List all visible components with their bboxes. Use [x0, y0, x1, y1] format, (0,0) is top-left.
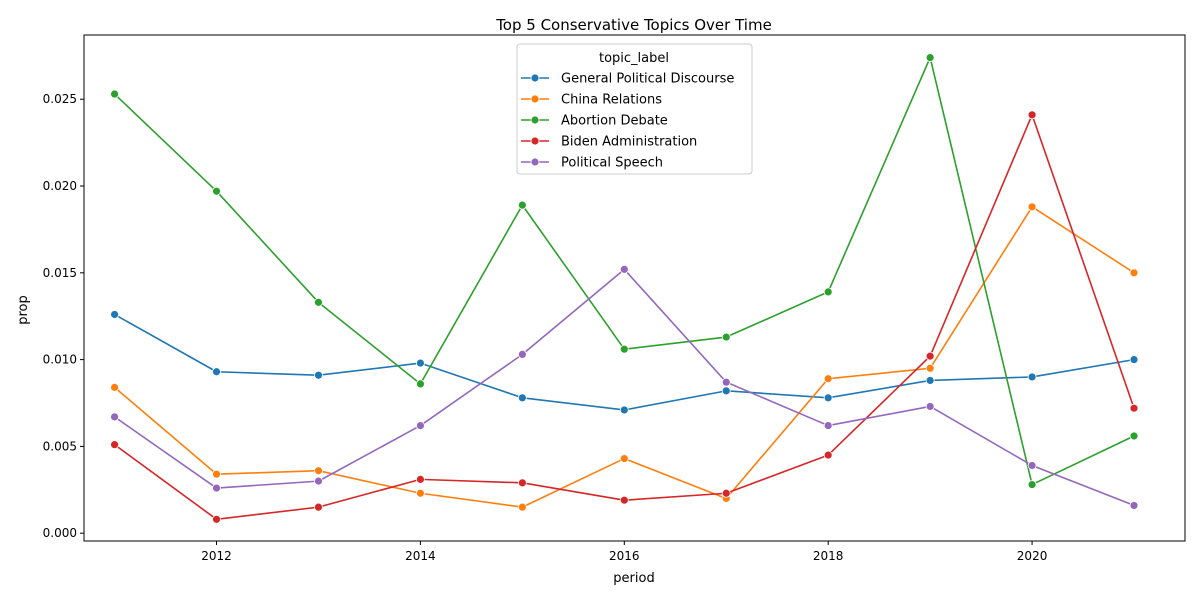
- data-point: [212, 186, 221, 196]
- legend-box: [516, 43, 753, 175]
- legend-marker: [530, 73, 540, 83]
- series-0: [110, 310, 1139, 415]
- data-point: [517, 502, 527, 512]
- data-point: [1027, 110, 1037, 120]
- data-point: [110, 310, 119, 319]
- data-point: [823, 287, 833, 297]
- data-point: [619, 264, 629, 274]
- data-point: [925, 402, 935, 411]
- data-point: [212, 483, 221, 493]
- legend-entry: Political Speech: [521, 156, 663, 171]
- legend-marker: [530, 94, 540, 104]
- y-axis-ticks: 0.000 0.005 0.010 0.015 0.020 0.025: [43, 92, 84, 540]
- data-point: [721, 377, 731, 387]
- data-point: [314, 297, 323, 307]
- data-point: [314, 370, 323, 380]
- data-point: [619, 405, 629, 415]
- legend-label: China Relations: [561, 93, 662, 108]
- legend-marker: [530, 115, 540, 125]
- x-tick-label: 2016: [609, 549, 640, 563]
- legend-entry: Biden Administration: [521, 135, 697, 150]
- legend-marker: [530, 136, 540, 146]
- data-point: [721, 488, 731, 498]
- data-point: [110, 89, 119, 99]
- data-point: [517, 200, 527, 210]
- data-point: [1129, 268, 1139, 278]
- x-axis-ticks: 2012 2014 2016 2018 2020: [201, 541, 1047, 563]
- data-point: [823, 393, 833, 403]
- legend-label: General Political Discourse: [561, 72, 734, 87]
- data-point: [1027, 202, 1037, 212]
- data-point: [314, 466, 323, 476]
- series-layer: [110, 53, 1139, 524]
- x-tick-label: 2018: [813, 549, 844, 563]
- y-tick-label: 0.010: [43, 353, 77, 367]
- data-point: [314, 502, 323, 512]
- x-tick-label: 2014: [405, 549, 436, 563]
- data-point: [416, 474, 425, 484]
- data-point: [823, 421, 833, 430]
- data-point: [212, 514, 221, 524]
- data-point: [721, 386, 731, 396]
- legend-entries: General Political Discourse China Relatio…: [521, 72, 734, 171]
- series-1: [110, 202, 1139, 512]
- legend: topic_label General Political Discourse C…: [516, 43, 753, 175]
- data-point: [925, 363, 935, 373]
- y-tick-label: 0.015: [43, 266, 77, 280]
- data-point: [925, 53, 935, 62]
- data-point: [212, 367, 221, 377]
- data-point: [1027, 480, 1037, 489]
- data-point: [212, 469, 221, 479]
- y-tick-label: 0.005: [43, 439, 77, 453]
- legend-label: Political Speech: [561, 156, 663, 171]
- data-point: [416, 379, 425, 389]
- data-point: [517, 393, 527, 403]
- series-line: [114, 313, 1135, 411]
- data-point: [823, 450, 833, 460]
- series-3: [110, 110, 1139, 524]
- data-point: [110, 440, 119, 450]
- x-tick-label: 2020: [1017, 549, 1048, 563]
- data-point: [925, 351, 935, 361]
- data-point: [1129, 431, 1139, 441]
- data-point: [416, 358, 425, 368]
- data-point: [110, 382, 119, 392]
- plot-frame: [83, 34, 1186, 542]
- data-point: [416, 421, 425, 430]
- data-point: [619, 495, 629, 505]
- series-2: [110, 53, 1139, 489]
- data-point: [823, 374, 833, 384]
- data-point: [1129, 403, 1139, 413]
- data-point: [517, 349, 527, 359]
- x-axis-label: period: [613, 571, 654, 586]
- legend-marker: [530, 157, 540, 167]
- legend-title: topic_label: [599, 51, 669, 66]
- y-tick-label: 0.000: [43, 526, 77, 540]
- data-point: [619, 454, 629, 463]
- data-point: [1129, 355, 1139, 365]
- legend-entry: Abortion Debate: [521, 114, 668, 129]
- data-point: [517, 478, 527, 488]
- y-tick-label: 0.020: [43, 179, 77, 193]
- data-point: [314, 476, 323, 486]
- legend-label: Abortion Debate: [561, 114, 668, 129]
- legend-entry: China Relations: [521, 93, 662, 108]
- data-point: [1027, 461, 1037, 470]
- series-4: [110, 264, 1139, 510]
- legend-entry: General Political Discourse: [521, 72, 734, 87]
- chart-title: Top 5 Conservative Topics Over Time: [495, 16, 772, 34]
- data-point: [1027, 372, 1037, 382]
- data-point: [1129, 501, 1139, 510]
- data-point: [416, 488, 425, 498]
- y-axis-label: prop: [16, 295, 31, 325]
- data-point: [619, 344, 629, 354]
- legend-label: Biden Administration: [561, 135, 697, 150]
- data-point: [110, 412, 119, 422]
- data-point: [721, 332, 731, 342]
- series-line: [114, 268, 1135, 507]
- y-tick-label: 0.025: [43, 92, 77, 106]
- data-point: [925, 376, 935, 385]
- x-tick-label: 2012: [201, 549, 232, 563]
